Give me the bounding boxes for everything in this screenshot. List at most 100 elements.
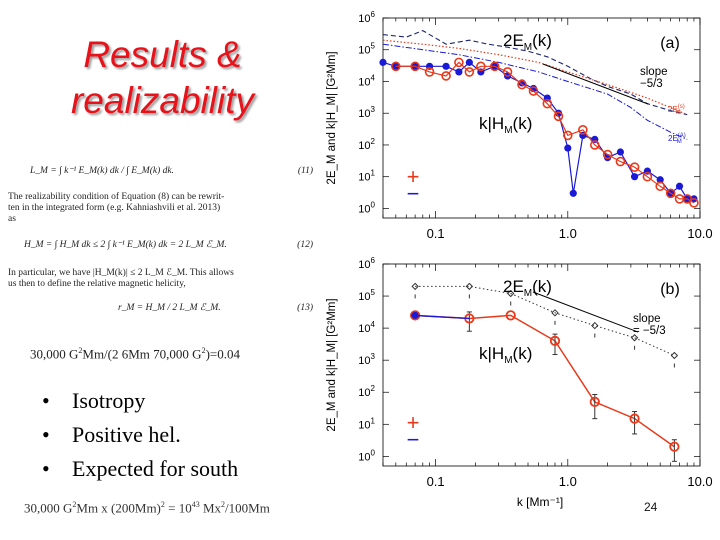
- y-tick-base: 10: [358, 140, 370, 152]
- data-point-red: [665, 188, 676, 199]
- data-point-red: [528, 86, 539, 96]
- y-tick-exponent: 0: [371, 200, 376, 209]
- calc2-sup: 2: [160, 500, 165, 509]
- y-tick-exponent: 6: [371, 256, 376, 265]
- y-tick-exponent: 1: [371, 169, 376, 178]
- y-tick-base: 10: [358, 108, 370, 120]
- y-axis-label: 2E_M and k|H_M| [G²Mm]: [326, 51, 338, 184]
- calc2-part: Mx: [199, 500, 222, 516]
- data-point-red: [441, 71, 451, 81]
- x-tick-label: 10.0: [687, 474, 712, 489]
- y-tick-base: 10: [358, 203, 370, 215]
- annotation-em-s-main: 2E: [668, 105, 678, 114]
- plot-frame: [382, 17, 701, 219]
- annotation-em-main: 2E: [503, 277, 524, 296]
- slope-label: slope: [640, 66, 668, 78]
- y-tick-exponent: 1: [371, 416, 376, 425]
- minus-sign: −: [407, 181, 420, 206]
- annotation-em: 2EM(k): [503, 31, 552, 53]
- data-point-diamond: [507, 289, 515, 298]
- annotation-em-s-sub: M: [676, 110, 681, 116]
- equation-13-number: (13): [297, 303, 313, 313]
- annotation-hm-sub: M: [504, 355, 512, 366]
- data-point-blue: [656, 176, 664, 184]
- series-line-hm-red: [395, 61, 695, 204]
- data-point-red: [464, 67, 475, 77]
- annotation-em-s: 2E(s) M: [668, 104, 685, 116]
- data-point-blue: [569, 189, 577, 197]
- annotation-em-arg: (k): [532, 31, 552, 50]
- data-point-red: [454, 57, 464, 68]
- equation-11-number: (11): [297, 166, 313, 176]
- annotation-hm-main: k|H: [479, 114, 504, 133]
- y-tick-base: 10: [358, 13, 370, 25]
- data-point-diamond: [411, 282, 419, 291]
- data-point-red: [655, 181, 666, 192]
- annotation-em-a-main: 2E: [668, 134, 678, 143]
- plus-sign: +: [407, 410, 420, 435]
- data-point-red: [391, 61, 401, 72]
- paper-text-line: The realizability condition of Equation …: [8, 192, 225, 202]
- y-tick-base: 10: [358, 355, 370, 367]
- calc2-sup: 43: [191, 500, 200, 509]
- y-tick-base: 10: [358, 419, 370, 431]
- plus-sign: +: [407, 164, 420, 189]
- data-point-diamond: [465, 282, 474, 291]
- annotation-hm-arg: (k): [513, 114, 533, 133]
- bullet-item: Positive hel.: [42, 418, 238, 452]
- slope-line: [532, 291, 639, 333]
- paper-text-line: as: [8, 214, 16, 224]
- x-tick-label: 0.1: [427, 474, 445, 489]
- helicity-ratio-calc: 30,000 G2Mm/(2 6Mm 70,000 G2)=0.04: [30, 346, 240, 362]
- data-point-red: [542, 98, 553, 109]
- y-tick-label: 106: [358, 10, 375, 25]
- calc2-sup: 2: [221, 500, 226, 509]
- x-tick-label: 10.0: [687, 226, 712, 241]
- data-point-blue: [455, 68, 463, 76]
- bullet-item: Isotropy: [42, 384, 238, 418]
- data-point-red: [563, 130, 573, 141]
- slope-line: [542, 63, 649, 105]
- slope-value: = −5/3: [633, 325, 666, 337]
- annotation-em-a: 2E(A) M: [668, 133, 686, 145]
- data-point-diamond: [551, 309, 559, 317]
- x-tick-label: 1.0: [559, 474, 577, 489]
- paper-text-line: ten in the integrated form (e.g. Kahnias…: [8, 203, 221, 213]
- data-point-red: [682, 194, 692, 204]
- data-point-red: [424, 67, 435, 77]
- calc1-sup: 2: [201, 346, 206, 355]
- annotation-em-sub: M: [524, 42, 532, 53]
- calc1-sup: 2: [78, 346, 83, 355]
- slide-title: Results & realizability: [20, 32, 305, 124]
- equation-12-text: H_M = ∫ H_M dk ≤ 2 ∫ k⁻¹ E_M(k) dk = 2 L…: [24, 240, 227, 250]
- data-point-red: [505, 310, 516, 321]
- annotation-em-sub: M: [524, 288, 532, 299]
- paper-text-line: us then to define the relative magnetic …: [8, 279, 186, 289]
- bullet-item: Expected for south: [42, 452, 238, 486]
- equation-11-text: L_M = ∫ k⁻¹ E_M(k) dk / ∫ E_M(k) dk.: [30, 166, 174, 176]
- annotation-em-a-sub: M: [677, 139, 682, 145]
- y-tick-label: 103: [358, 105, 375, 120]
- plot-frame: [382, 263, 701, 467]
- data-point-red: [517, 79, 527, 90]
- data-point-blue: [616, 148, 625, 156]
- title-line-1: Results &: [83, 34, 242, 75]
- data-point-blue: [630, 173, 639, 181]
- calc2-part: = 10: [164, 500, 192, 516]
- equation-13-text: r_M = H_M / 2 L_M ℰ_M.: [118, 303, 221, 313]
- y-tick-base: 10: [358, 172, 370, 184]
- data-point-blue: [465, 58, 473, 66]
- y-tick-exponent: 4: [371, 73, 376, 82]
- data-point-red: [589, 140, 600, 150]
- data-point-red: [669, 441, 680, 452]
- series-line-hm-blue: [411, 314, 470, 320]
- calc1-part: )=0.04: [205, 346, 240, 362]
- y-tick-label: 101: [358, 169, 375, 184]
- data-point-blue: [564, 144, 572, 152]
- annotation-hm-sub: M: [504, 125, 512, 136]
- series-line-em: [415, 285, 675, 356]
- series-line-em-s: [382, 39, 688, 116]
- page-number: 24: [644, 500, 658, 514]
